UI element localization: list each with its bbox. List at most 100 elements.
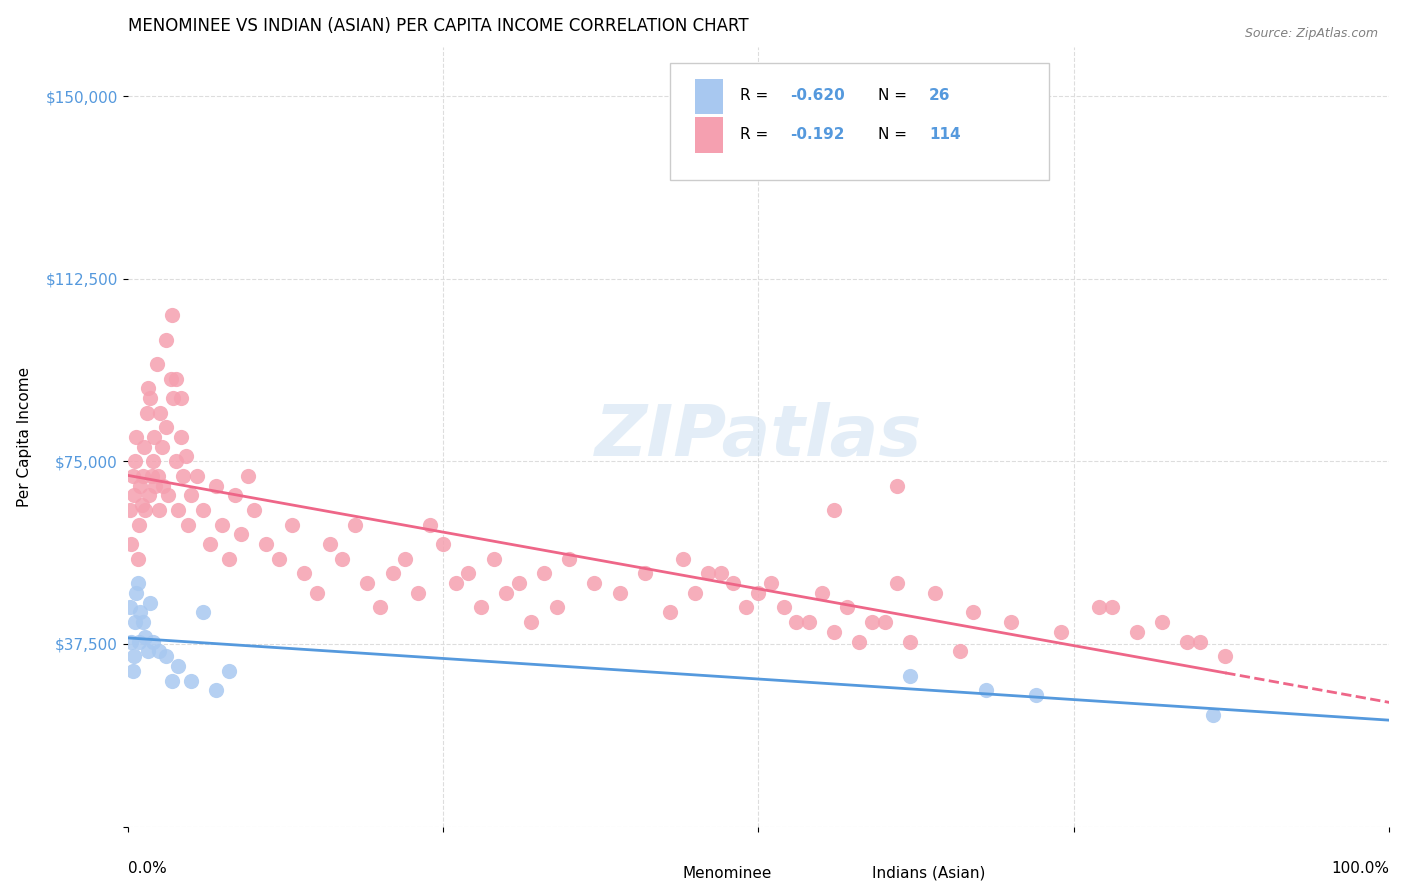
Point	[180, 488, 202, 502]
Point	[495, 586, 517, 600]
Point	[124, 454, 146, 468]
Point	[305, 586, 328, 600]
Point	[419, 517, 441, 532]
Point	[205, 683, 228, 698]
Text: MENOMINEE VS INDIAN (ASIAN) PER CAPITA INCOME CORRELATION CHART: MENOMINEE VS INDIAN (ASIAN) PER CAPITA I…	[128, 17, 748, 35]
Point	[546, 600, 568, 615]
Point	[121, 664, 143, 678]
Point	[236, 469, 259, 483]
Point	[810, 586, 832, 600]
Point	[292, 566, 315, 581]
Point	[949, 644, 972, 658]
Point	[148, 644, 170, 658]
Point	[165, 371, 187, 385]
Point	[160, 673, 183, 688]
Point	[520, 615, 543, 629]
Point	[127, 551, 149, 566]
Point	[1050, 624, 1073, 639]
Point	[122, 488, 145, 502]
Point	[470, 600, 492, 615]
Point	[143, 430, 166, 444]
Point	[848, 634, 870, 648]
Point	[142, 634, 165, 648]
Point	[145, 357, 167, 371]
Point	[124, 615, 146, 629]
Text: Source: ZipAtlas.com: Source: ZipAtlas.com	[1244, 27, 1378, 40]
Point	[256, 537, 278, 551]
Point	[482, 551, 505, 566]
Point	[697, 566, 720, 581]
Point	[193, 605, 215, 619]
Point	[132, 615, 155, 629]
Point	[224, 488, 246, 502]
Point	[898, 668, 921, 682]
Point	[1177, 634, 1199, 648]
Point	[759, 576, 782, 591]
Text: N =: N =	[879, 128, 912, 142]
Point	[508, 576, 530, 591]
Point	[160, 308, 183, 322]
Point	[685, 586, 707, 600]
Point	[142, 454, 165, 468]
Point	[193, 503, 215, 517]
Point	[406, 586, 429, 600]
Point	[280, 517, 302, 532]
FancyBboxPatch shape	[696, 118, 723, 153]
Text: 114: 114	[929, 128, 960, 142]
Point	[162, 391, 184, 405]
Point	[343, 517, 366, 532]
Point	[177, 517, 200, 532]
Point	[125, 430, 148, 444]
Point	[159, 371, 181, 385]
Point	[723, 576, 745, 591]
Point	[710, 566, 733, 581]
Point	[860, 615, 883, 629]
FancyBboxPatch shape	[671, 63, 1049, 180]
Text: -0.620: -0.620	[790, 88, 845, 103]
Point	[432, 537, 454, 551]
Point	[180, 673, 202, 688]
Point	[533, 566, 555, 581]
Point	[457, 566, 479, 581]
Point	[149, 406, 172, 420]
Point	[330, 551, 353, 566]
FancyBboxPatch shape	[815, 862, 859, 885]
Point	[129, 605, 152, 619]
Point	[823, 503, 845, 517]
Point	[734, 600, 756, 615]
Point	[368, 600, 391, 615]
Text: Indians (Asian): Indians (Asian)	[872, 866, 986, 881]
Point	[823, 624, 845, 639]
Point	[318, 537, 340, 551]
Point	[125, 586, 148, 600]
FancyBboxPatch shape	[620, 862, 664, 885]
Point	[134, 503, 156, 517]
Point	[243, 503, 266, 517]
Point	[924, 586, 946, 600]
Point	[169, 430, 191, 444]
Point	[1025, 688, 1047, 702]
Point	[145, 478, 167, 492]
Point	[558, 551, 581, 566]
Text: 0.0%: 0.0%	[128, 862, 166, 876]
Y-axis label: Per Capita Income: Per Capita Income	[17, 367, 32, 507]
Point	[231, 527, 253, 541]
Point	[155, 649, 177, 664]
Point	[672, 551, 695, 566]
Point	[129, 478, 152, 492]
Text: N =: N =	[879, 88, 912, 103]
Point	[155, 333, 177, 347]
Point	[135, 406, 157, 420]
Point	[165, 454, 187, 468]
Point	[962, 605, 984, 619]
Point	[835, 600, 858, 615]
Point	[267, 551, 290, 566]
Text: R =: R =	[740, 88, 773, 103]
Point	[167, 659, 190, 673]
Text: Menominee: Menominee	[683, 866, 772, 881]
Point	[747, 586, 769, 600]
Point	[120, 503, 142, 517]
Point	[186, 469, 208, 483]
Point	[139, 596, 162, 610]
Point	[198, 537, 221, 551]
